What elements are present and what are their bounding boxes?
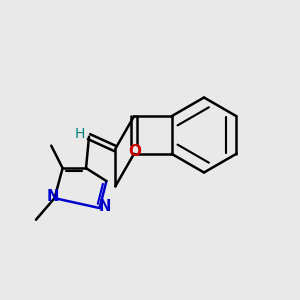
Text: N: N <box>98 199 111 214</box>
Text: O: O <box>128 144 141 159</box>
Text: N: N <box>47 190 59 205</box>
Text: H: H <box>74 127 85 141</box>
